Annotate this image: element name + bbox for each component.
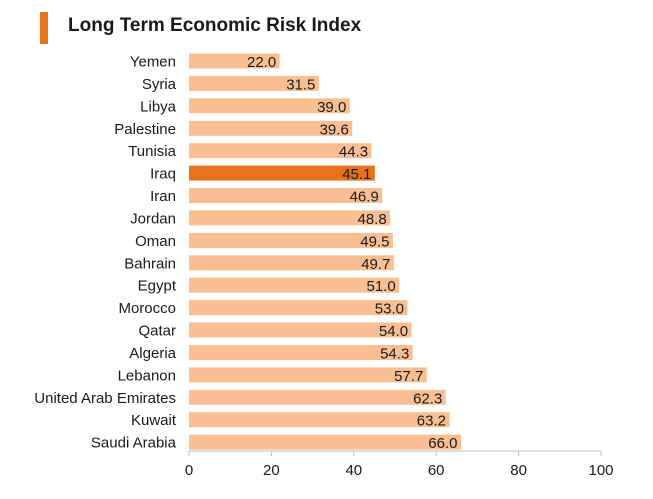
category-label-bahrain: Bahrain	[124, 255, 176, 272]
value-label-morocco: 53.0	[375, 301, 404, 318]
category-label-tunisia: Tunisia	[128, 143, 176, 160]
bar-libya	[189, 98, 350, 114]
category-label-syria: Syria	[142, 76, 177, 93]
bar-oman	[189, 232, 393, 248]
category-label-iran: Iran	[150, 188, 176, 205]
value-label-lebanon: 57.7	[394, 368, 423, 385]
category-label-qatar: Qatar	[138, 323, 176, 340]
value-label-yemen: 22.0	[247, 54, 276, 71]
category-label-egypt: Egypt	[138, 278, 177, 295]
value-label-syria: 31.5	[286, 76, 315, 93]
bar-palestine	[189, 120, 353, 136]
x-tick-label-80: 80	[510, 462, 527, 479]
title-accent-bar	[40, 12, 48, 44]
category-label-yemen: Yemen	[130, 54, 176, 71]
value-label-libya: 39.0	[317, 99, 346, 116]
bar-yemen	[189, 53, 280, 69]
x-tick-label-20: 20	[263, 462, 280, 479]
category-label-morocco: Morocco	[118, 300, 176, 317]
value-label-kuwait: 63.2	[417, 413, 446, 430]
category-label-libya: Libya	[140, 98, 177, 115]
bar-algeria	[189, 345, 413, 360]
value-label-saudi-arabia: 66.0	[428, 435, 457, 452]
value-label-palestine: 39.6	[320, 121, 349, 138]
bar-united-arab-emirates	[189, 389, 446, 405]
bar-iraq	[189, 165, 375, 181]
value-label-oman: 49.5	[360, 233, 389, 250]
bar-iran	[189, 188, 383, 203]
bar-qatar	[189, 322, 412, 338]
bar-jordan	[189, 210, 391, 226]
category-label-united-arab-emirates: United Arab Emirates	[34, 390, 176, 407]
chart-title: Long Term Economic Risk Index	[68, 15, 362, 36]
value-label-iraq: 45.1	[342, 166, 371, 183]
x-tick-label-0: 0	[185, 462, 193, 479]
category-label-kuwait: Kuwait	[131, 412, 177, 429]
category-label-jordan: Jordan	[130, 210, 176, 227]
category-label-algeria: Algeria	[129, 345, 176, 362]
bar-syria	[189, 75, 319, 91]
x-tick-label-100: 100	[588, 462, 613, 479]
value-label-jordan: 48.8	[357, 211, 386, 228]
bar-bahrain	[189, 255, 394, 271]
bar-lebanon	[189, 367, 427, 383]
bar-tunisia	[189, 143, 372, 159]
category-label-oman: Oman	[135, 233, 176, 250]
x-tick-label-60: 60	[428, 462, 445, 479]
bar-morocco	[189, 300, 408, 316]
bar-kuwait	[189, 412, 450, 428]
value-label-qatar: 54.0	[379, 323, 408, 340]
bar-saudi-arabia	[189, 434, 461, 450]
value-label-algeria: 54.3	[380, 346, 409, 363]
value-label-bahrain: 49.7	[361, 256, 390, 273]
category-label-palestine: Palestine	[114, 121, 176, 138]
value-label-iran: 46.9	[350, 189, 379, 206]
category-label-lebanon: Lebanon	[118, 367, 176, 384]
value-label-tunisia: 44.3	[339, 144, 368, 161]
value-label-egypt: 51.0	[366, 278, 395, 295]
value-label-united-arab-emirates: 62.3	[413, 390, 442, 407]
x-tick-label-40: 40	[345, 462, 362, 479]
category-label-iraq: Iraq	[150, 166, 176, 183]
bar-egypt	[189, 277, 400, 293]
category-label-saudi-arabia: Saudi Arabia	[91, 435, 177, 452]
